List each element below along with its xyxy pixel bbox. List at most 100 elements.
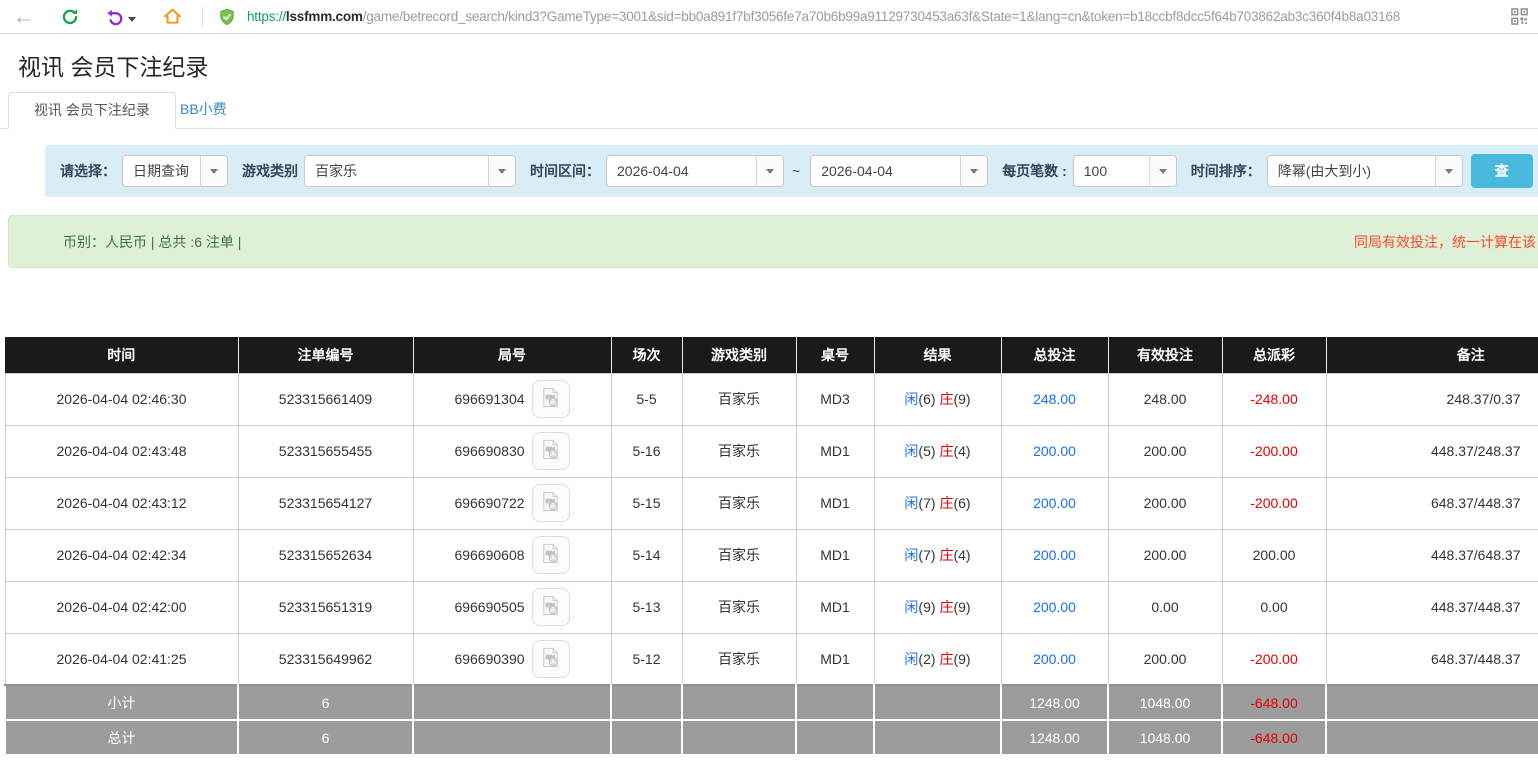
col-header-payout: 总派彩 bbox=[1222, 337, 1327, 373]
cell-time: 2026-04-04 02:42:00 bbox=[4, 580, 239, 634]
cell-total-bet[interactable]: 248.00 bbox=[1000, 372, 1109, 426]
video-replay-icon bbox=[539, 646, 562, 672]
date-to-select[interactable]: 2026-04-04 bbox=[810, 155, 989, 187]
cell-payout: 0.00 bbox=[1221, 580, 1327, 634]
video-replay-button[interactable] bbox=[531, 588, 570, 626]
home-icon[interactable] bbox=[162, 6, 183, 27]
cell-payout: -200.00 bbox=[1221, 476, 1327, 530]
sum-valid-bet: 1048.00 bbox=[1107, 719, 1223, 756]
chevron-down-icon[interactable] bbox=[488, 156, 515, 186]
cell-remark: 248.37/0.37 bbox=[1325, 372, 1538, 426]
cell-session: 5-5 bbox=[610, 372, 683, 426]
date-from-select[interactable]: 2026-04-04 bbox=[606, 155, 784, 187]
qr-code-icon[interactable] bbox=[1511, 8, 1528, 25]
game-type-select[interactable]: 百家乐 bbox=[304, 155, 516, 187]
cell-result: 闲(5) 庄(4) bbox=[873, 424, 1002, 478]
cell-valid-bet: 200.00 bbox=[1107, 424, 1223, 478]
cell-total-bet[interactable]: 200.00 bbox=[1000, 528, 1109, 582]
cell-remark: 448.37/448.37 bbox=[1325, 580, 1538, 634]
cell-game-type: 百家乐 bbox=[681, 528, 797, 582]
url-scheme: https:// bbox=[247, 9, 286, 24]
cell-game-type: 百家乐 bbox=[681, 372, 797, 426]
search-button[interactable]: 查 bbox=[1470, 154, 1533, 188]
cell-payout: 200.00 bbox=[1221, 528, 1327, 582]
col-header-total-bet: 总投注 bbox=[1001, 337, 1109, 373]
tab-label: BB小费 bbox=[180, 101, 227, 117]
col-header-time: 时间 bbox=[5, 337, 239, 373]
url-text[interactable]: https://lssfmm.com/game/betrecord_search… bbox=[247, 9, 1400, 24]
cell-bet-id: 523315649962 bbox=[237, 632, 414, 686]
video-replay-icon bbox=[539, 386, 562, 412]
cell-game-type: 百家乐 bbox=[681, 424, 797, 478]
sum-payout: -648.00 bbox=[1221, 684, 1327, 721]
page-size-label: 每页笔数 : bbox=[1002, 163, 1067, 179]
table-header-row: 时间 注单编号 局号 场次 游戏类别 桌号 结果 总投注 有效投注 总派彩 备注 bbox=[5, 337, 1538, 373]
cell-session: 5-14 bbox=[610, 528, 683, 582]
cell-time: 2026-04-04 02:43:12 bbox=[4, 476, 239, 530]
subtotal-row: 小计 6 1248.00 1048.00 -648.00 bbox=[4, 684, 1538, 721]
col-header-session: 场次 bbox=[611, 337, 683, 373]
cell-result: 闲(9) 庄(9) bbox=[873, 580, 1002, 634]
chevron-down-icon[interactable] bbox=[1434, 156, 1462, 186]
cell-game-type: 百家乐 bbox=[681, 476, 797, 530]
valid-bet-note: 同局有效投注，统一计算在该 bbox=[1354, 234, 1536, 250]
sum-count: 6 bbox=[237, 719, 414, 756]
refresh-icon[interactable] bbox=[60, 7, 80, 27]
tab-bet-record[interactable]: 视讯 会员下注纪录 bbox=[8, 92, 176, 129]
sort-value: 降幂(由大到小) bbox=[1277, 163, 1372, 179]
cell-total-bet[interactable]: 200.00 bbox=[1000, 424, 1109, 478]
video-replay-button[interactable] bbox=[531, 639, 570, 678]
page-size-select[interactable]: 100 bbox=[1072, 155, 1177, 187]
cell-valid-bet: 248.00 bbox=[1107, 372, 1223, 426]
chevron-down-icon[interactable] bbox=[960, 156, 988, 186]
undo-icon[interactable] bbox=[104, 7, 124, 27]
cell-result: 闲(2) 庄(9) bbox=[873, 632, 1002, 686]
cell-session: 5-12 bbox=[610, 632, 683, 686]
cell-time: 2026-04-04 02:46:30 bbox=[4, 372, 239, 426]
chevron-down-icon[interactable] bbox=[756, 156, 783, 186]
cell-total-bet[interactable]: 200.00 bbox=[1000, 580, 1109, 634]
cell-table-no: MD1 bbox=[795, 476, 875, 530]
currency-summary-text: 币别：人民币 | 总共 :6 注单 | bbox=[63, 234, 242, 250]
cell-total-bet[interactable]: 200.00 bbox=[1000, 476, 1109, 530]
cell-session: 5-16 bbox=[610, 424, 683, 478]
sum-payout: -648.00 bbox=[1221, 719, 1327, 756]
undo-dropdown-caret[interactable] bbox=[128, 17, 136, 22]
video-replay-button[interactable] bbox=[531, 380, 570, 418]
address-bar[interactable]: https://lssfmm.com/game/betrecord_search… bbox=[218, 8, 1503, 26]
toolbar-divider bbox=[202, 6, 203, 27]
tab-label: 视讯 会员下注纪录 bbox=[34, 102, 150, 118]
col-header-game-type: 游戏类别 bbox=[682, 337, 797, 373]
table-row: 2026-04-04 02:46:30 523315661409 6966913… bbox=[4, 372, 1538, 426]
query-type-select[interactable]: 日期查询 bbox=[122, 155, 228, 187]
video-replay-button[interactable] bbox=[531, 432, 570, 470]
video-replay-button[interactable] bbox=[531, 484, 570, 522]
game-type-value: 百家乐 bbox=[315, 163, 357, 179]
video-replay-button[interactable] bbox=[531, 536, 570, 574]
chevron-down-icon[interactable] bbox=[1148, 156, 1176, 186]
video-replay-icon bbox=[539, 542, 562, 568]
cell-payout: -200.00 bbox=[1221, 632, 1327, 686]
sum-valid-bet: 1048.00 bbox=[1107, 684, 1223, 721]
table-row: 2026-04-04 02:42:34 523315652634 6966906… bbox=[4, 528, 1538, 582]
cell-time: 2026-04-04 02:43:48 bbox=[4, 424, 239, 478]
cell-valid-bet: 200.00 bbox=[1107, 632, 1223, 686]
sort-select[interactable]: 降幂(由大到小) bbox=[1266, 155, 1463, 187]
tilde-separator: ~ bbox=[792, 163, 801, 179]
cell-round-id: 696690722 bbox=[412, 476, 612, 530]
date-from-value: 2026-04-04 bbox=[617, 163, 689, 179]
select-label: 请选择： bbox=[60, 163, 116, 179]
col-header-table-no: 桌号 bbox=[796, 337, 875, 373]
filter-bar: 请选择： 日期查询 游戏类别 百家乐 时间区间： 2026-04-04 ~ 20… bbox=[45, 145, 1538, 197]
cell-table-no: MD1 bbox=[795, 580, 875, 634]
back-icon[interactable]: ← bbox=[12, 3, 36, 29]
col-header-result: 结果 bbox=[874, 337, 1002, 373]
cell-total-bet[interactable]: 200.00 bbox=[1000, 632, 1109, 686]
total-row: 总计 6 1248.00 1048.00 -648.00 bbox=[4, 719, 1538, 756]
chevron-down-icon[interactable] bbox=[200, 156, 227, 186]
time-range-label: 时间区间： bbox=[530, 163, 600, 179]
cell-result: 闲(7) 庄(6) bbox=[873, 476, 1002, 530]
table-row: 2026-04-04 02:43:48 523315655455 6966908… bbox=[4, 424, 1538, 478]
cell-table-no: MD1 bbox=[795, 632, 875, 686]
tab-bb-tip[interactable]: BB小费 bbox=[168, 92, 239, 129]
